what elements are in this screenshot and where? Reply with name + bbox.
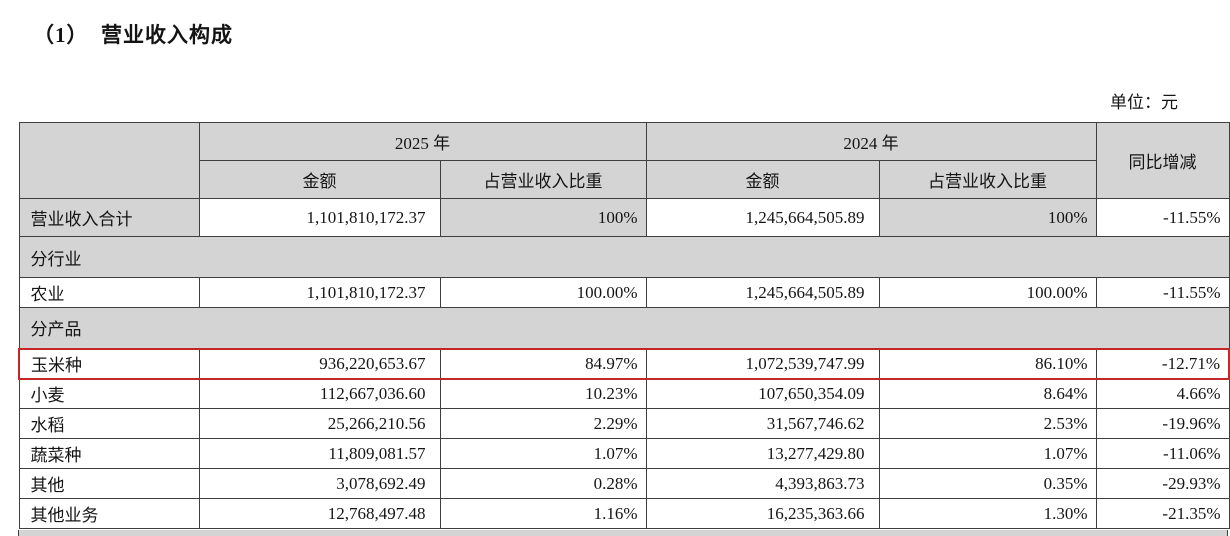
cell-yoy: -19.96% (1095, 408, 1230, 439)
cell-share-2024: 86.10% (878, 347, 1097, 380)
cell-row-label: 其他业务 (18, 498, 200, 529)
cell-amount-2025: 112,667,036.60 (198, 378, 441, 409)
table-row: 玉米种 936,220,653.67 84.97% 1,072,539,747.99 8… (18, 347, 1230, 380)
unit-label: 单位：元 (1110, 93, 1178, 112)
cell-share-2024: 1.30% (878, 498, 1097, 529)
cell-amount-2024: 16,235,363.66 (645, 498, 880, 529)
col-header-share-2024: 占营业收入比重 (878, 160, 1097, 199)
revenue-composition-table: 2025 年 2024 年 同比增减 金额 占营业收入比重 金额 占营业收入比重… (18, 122, 1230, 529)
cell-amount-2025: 11,809,081.57 (198, 438, 441, 469)
table-row: 小麦 112,667,036.60 10.23% 107,650,354.09 8.64… (18, 378, 1230, 409)
cell-row-label: 其他 (18, 468, 200, 499)
cell-amount-2024: 4,393,863.73 (645, 468, 880, 499)
table-body: 营业收入合计 1,101,810,172.37 100% 1,245,664,505.… (18, 198, 1230, 529)
cell-yoy: -11.06% (1095, 438, 1230, 469)
cell-yoy: 4.66% (1095, 378, 1230, 409)
cell-amount-2024: 1,072,539,747.99 (645, 347, 880, 380)
cell-yoy: -29.93% (1095, 468, 1230, 499)
cell-share-2025: 100% (439, 198, 647, 237)
cell-yoy: -21.35% (1095, 498, 1230, 529)
cell-amount-2024: 107,650,354.09 (645, 378, 880, 409)
table-header: 2025 年 2024 年 同比增减 金额 占营业收入比重 金额 占营业收入比重 (18, 122, 1230, 199)
cell-row-label: 营业收入合计 (18, 198, 200, 237)
table-row: 其他业务 12,768,497.48 1.16% 16,235,363.66 1.30%… (18, 498, 1230, 529)
cell-amount-2025: 3,078,692.49 (198, 468, 441, 499)
cell-amount-2024: 13,277,429.80 (645, 438, 880, 469)
cell-row-label: 小麦 (18, 378, 200, 409)
corner-cell (18, 122, 200, 199)
cell-share-2025: 10.23% (439, 378, 647, 409)
col-header-amount-2024: 金额 (645, 160, 880, 199)
section-label: 分行业 (18, 236, 1230, 278)
section-row: 分行业 (18, 236, 1230, 278)
table-row: 营业收入合计 1,101,810,172.37 100% 1,245,664,505.… (18, 198, 1230, 237)
cell-amount-2024: 31,567,746.62 (645, 408, 880, 439)
table-row: 蔬菜种 11,809,081.57 1.07% 13,277,429.80 1.07% -… (18, 438, 1230, 469)
cell-share-2025: 0.28% (439, 468, 647, 499)
cell-share-2024: 2.53% (878, 408, 1097, 439)
cell-yoy: -12.71% (1095, 347, 1230, 380)
cell-share-2025: 100.00% (439, 277, 647, 308)
cell-yoy: -11.55% (1095, 198, 1230, 237)
header-row-years: 2025 年 2024 年 同比增减 (18, 122, 1230, 199)
cell-amount-2025: 936,220,653.67 (198, 347, 441, 380)
page-title: （1） 营业收入构成 (33, 23, 233, 47)
cell-amount-2025: 1,101,810,172.37 (198, 277, 441, 308)
table-row: 其他 3,078,692.49 0.28% 4,393,863.73 0.35% -29.… (18, 468, 1230, 499)
cell-amount-2025: 25,266,210.56 (198, 408, 441, 439)
cell-amount-2025: 12,768,497.48 (198, 498, 441, 529)
cell-share-2024: 100.00% (878, 277, 1097, 308)
cell-amount-2025: 1,101,810,172.37 (198, 198, 441, 237)
cell-row-label: 农业 (18, 277, 200, 308)
cell-share-2025: 1.07% (439, 438, 647, 469)
next-row-partial (18, 530, 1228, 536)
section-label: 分产品 (18, 307, 1230, 349)
col-header-year-2025: 2025 年 (198, 122, 647, 161)
col-header-amount-2025: 金额 (198, 160, 441, 199)
cell-share-2024: 0.35% (878, 468, 1097, 499)
cell-row-label: 玉米种 (18, 347, 200, 380)
col-header-share-2025: 占营业收入比重 (439, 160, 647, 199)
cell-share-2025: 1.16% (439, 498, 647, 529)
cell-share-2024: 100% (878, 198, 1097, 237)
cell-share-2025: 2.29% (439, 408, 647, 439)
cell-amount-2024: 1,245,664,505.89 (645, 198, 880, 237)
cell-amount-2024: 1,245,664,505.89 (645, 277, 880, 308)
cell-row-label: 水稻 (18, 408, 200, 439)
cell-share-2024: 1.07% (878, 438, 1097, 469)
cell-share-2025: 84.97% (439, 347, 647, 380)
col-header-year-2024: 2024 年 (645, 122, 1097, 161)
cell-share-2024: 8.64% (878, 378, 1097, 409)
cell-yoy: -11.55% (1095, 277, 1230, 308)
header-row-measures: 金额 占营业收入比重 金额 占营业收入比重 (19, 160, 1229, 199)
table-row: 水稻 25,266,210.56 2.29% 31,567,746.62 2.53% -1… (18, 408, 1230, 439)
section-row: 分产品 (18, 307, 1230, 349)
col-header-yoy: 同比增减 (1095, 122, 1230, 199)
cell-row-label: 蔬菜种 (18, 438, 200, 469)
table-row: 农业 1,101,810,172.37 100.00% 1,245,664,505.8… (18, 277, 1230, 308)
